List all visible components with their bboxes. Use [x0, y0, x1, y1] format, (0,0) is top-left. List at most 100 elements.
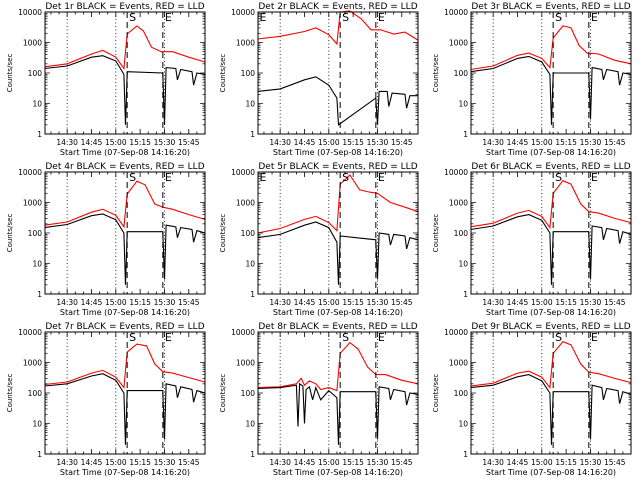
y-axis-label: Counts/sec	[219, 54, 227, 93]
y-tick-label: 100	[241, 69, 256, 78]
y-tick-label: 100	[241, 229, 256, 238]
marker-label-e: E	[165, 11, 172, 24]
plot-title: Det 6r BLACK = Events, RED = LLD	[471, 162, 630, 172]
x-axis-label: Start Time (07-Sep-08 14:16:20)	[273, 468, 403, 477]
lld-series-line	[257, 174, 419, 234]
x-tick-label: 14:30	[269, 298, 291, 307]
y-tick-label: 1000	[449, 39, 468, 48]
y-tick-label: 10000	[18, 328, 42, 337]
x-tick-label: 15:15	[555, 458, 577, 467]
x-tick-label: 14:45	[294, 298, 316, 307]
x-tick-label: 14:30	[482, 298, 504, 307]
x-tick-label: 14:30	[482, 458, 504, 467]
x-tick-label: 15:30	[154, 138, 176, 147]
plot-panel-3: S E 14:30 14:45 15:00 15:15 15:30 15:45 1 10 100 10…	[432, 2, 632, 157]
marker-label-s: S	[129, 11, 136, 24]
lld-series-line	[257, 341, 419, 392]
x-tick-label: 14:30	[56, 458, 78, 467]
y-tick-label: 1000	[236, 359, 255, 368]
y-tick-label: 10000	[18, 168, 42, 177]
y-tick-label: 1000	[236, 199, 255, 208]
lld-series-line	[44, 180, 206, 229]
x-tick-label: 15:00	[318, 298, 340, 307]
x-tick-label: 14:45	[294, 138, 316, 147]
y-tick-label: 10000	[444, 168, 468, 177]
y-tick-label: 10000	[18, 8, 42, 17]
x-tick-label: 15:15	[129, 458, 151, 467]
x-axis-label: Start Time (07-Sep-08 14:16:20)	[486, 148, 616, 157]
marker-label-s: S	[555, 171, 562, 184]
plot-panel-6: S E 14:30 14:45 15:00 15:15 15:30 15:45 1 10 100 10…	[432, 162, 632, 317]
plot-title: Det 2r BLACK = Events, RED = LLD	[258, 2, 417, 12]
marker-label-e: E	[378, 171, 385, 184]
events-series-line	[257, 221, 419, 285]
y-tick-label: 10	[458, 100, 468, 109]
y-tick-label: 100	[454, 229, 469, 238]
events-series-line	[257, 76, 418, 126]
x-tick-label: 15:45	[178, 138, 200, 147]
lld-series-line	[470, 25, 632, 71]
x-tick-label: 15:30	[367, 138, 389, 147]
marker-label-e: E	[259, 11, 266, 24]
x-tick-label: 14:30	[482, 138, 504, 147]
x-axis-label: Start Time (07-Sep-08 14:16:20)	[273, 148, 403, 157]
events-series-line	[44, 213, 206, 285]
plot-panel-1: S E 14:30 14:45 15:00 15:15 15:30 15:45 1 10 100 10…	[6, 2, 206, 157]
plot-title: Det 7r BLACK = Events, RED = LLD	[45, 322, 204, 332]
y-tick-label: 1000	[449, 359, 468, 368]
y-tick-label: 10	[32, 100, 42, 109]
y-tick-label: 100	[454, 389, 469, 398]
plot-panel-4: S E 14:30 14:45 15:00 15:15 15:30 15:45 1 10 100 10…	[6, 162, 206, 317]
x-tick-label: 15:30	[154, 298, 176, 307]
y-axis-label: Counts/sec	[6, 54, 14, 93]
x-tick-label: 15:30	[367, 298, 389, 307]
lld-series-line	[44, 343, 206, 390]
plot-title: Det 9r BLACK = Events, RED = LLD	[471, 322, 630, 332]
x-tick-label: 15:15	[342, 298, 364, 307]
x-tick-label: 15:45	[391, 298, 413, 307]
marker-label-e: E	[591, 11, 598, 24]
x-tick-label: 14:45	[507, 298, 529, 307]
x-axis-label: Start Time (07-Sep-08 14:16:20)	[486, 308, 616, 317]
y-tick-label: 10	[32, 260, 42, 269]
y-tick-label: 1	[37, 450, 42, 459]
plot-panel-2: E S E 14:30 14:45 15:00 15:15 15:30 15:45 1 10 100 1…	[219, 2, 419, 157]
x-tick-label: 14:45	[507, 458, 529, 467]
x-tick-label: 15:30	[367, 458, 389, 467]
x-axis-label: Start Time (07-Sep-08 14:16:20)	[60, 148, 190, 157]
x-tick-label: 15:15	[129, 138, 151, 147]
y-tick-label: 10	[458, 420, 468, 429]
y-axis-label: Counts/sec	[6, 374, 14, 413]
marker-label-s: S	[342, 171, 349, 184]
y-tick-label: 10000	[231, 328, 255, 337]
x-axis-label: Start Time (07-Sep-08 14:16:20)	[60, 308, 190, 317]
x-tick-label: 14:45	[81, 138, 103, 147]
x-tick-label: 15:45	[178, 458, 200, 467]
x-tick-label: 15:45	[604, 458, 626, 467]
y-tick-label: 10	[458, 260, 468, 269]
x-tick-label: 15:00	[105, 138, 127, 147]
y-tick-label: 1	[463, 290, 468, 299]
y-axis-label: Counts/sec	[432, 374, 440, 413]
marker-label-s: S	[129, 171, 136, 184]
y-tick-label: 1000	[236, 39, 255, 48]
x-tick-label: 15:30	[580, 298, 602, 307]
x-tick-label: 15:45	[604, 298, 626, 307]
marker-label-e: E	[378, 11, 385, 24]
y-tick-label: 10	[245, 100, 255, 109]
y-tick-label: 100	[28, 69, 43, 78]
marker-label-e: E	[165, 331, 172, 344]
marker-label-s: S	[342, 11, 349, 24]
x-tick-label: 14:45	[81, 458, 103, 467]
y-tick-label: 10	[245, 260, 255, 269]
y-tick-label: 1	[463, 450, 468, 459]
x-tick-label: 15:30	[580, 458, 602, 467]
y-tick-label: 1000	[449, 199, 468, 208]
plot-panel-8: S E 14:30 14:45 15:00 15:15 15:30 15:45 1 10 100 10…	[219, 322, 419, 477]
plot-panel-9: S E 14:30 14:45 15:00 15:15 15:30 15:45 1 10 100 10…	[432, 322, 632, 477]
x-tick-label: 14:30	[269, 138, 291, 147]
x-tick-label: 15:15	[555, 138, 577, 147]
x-tick-label: 14:30	[56, 138, 78, 147]
marker-label-s: S	[129, 331, 136, 344]
